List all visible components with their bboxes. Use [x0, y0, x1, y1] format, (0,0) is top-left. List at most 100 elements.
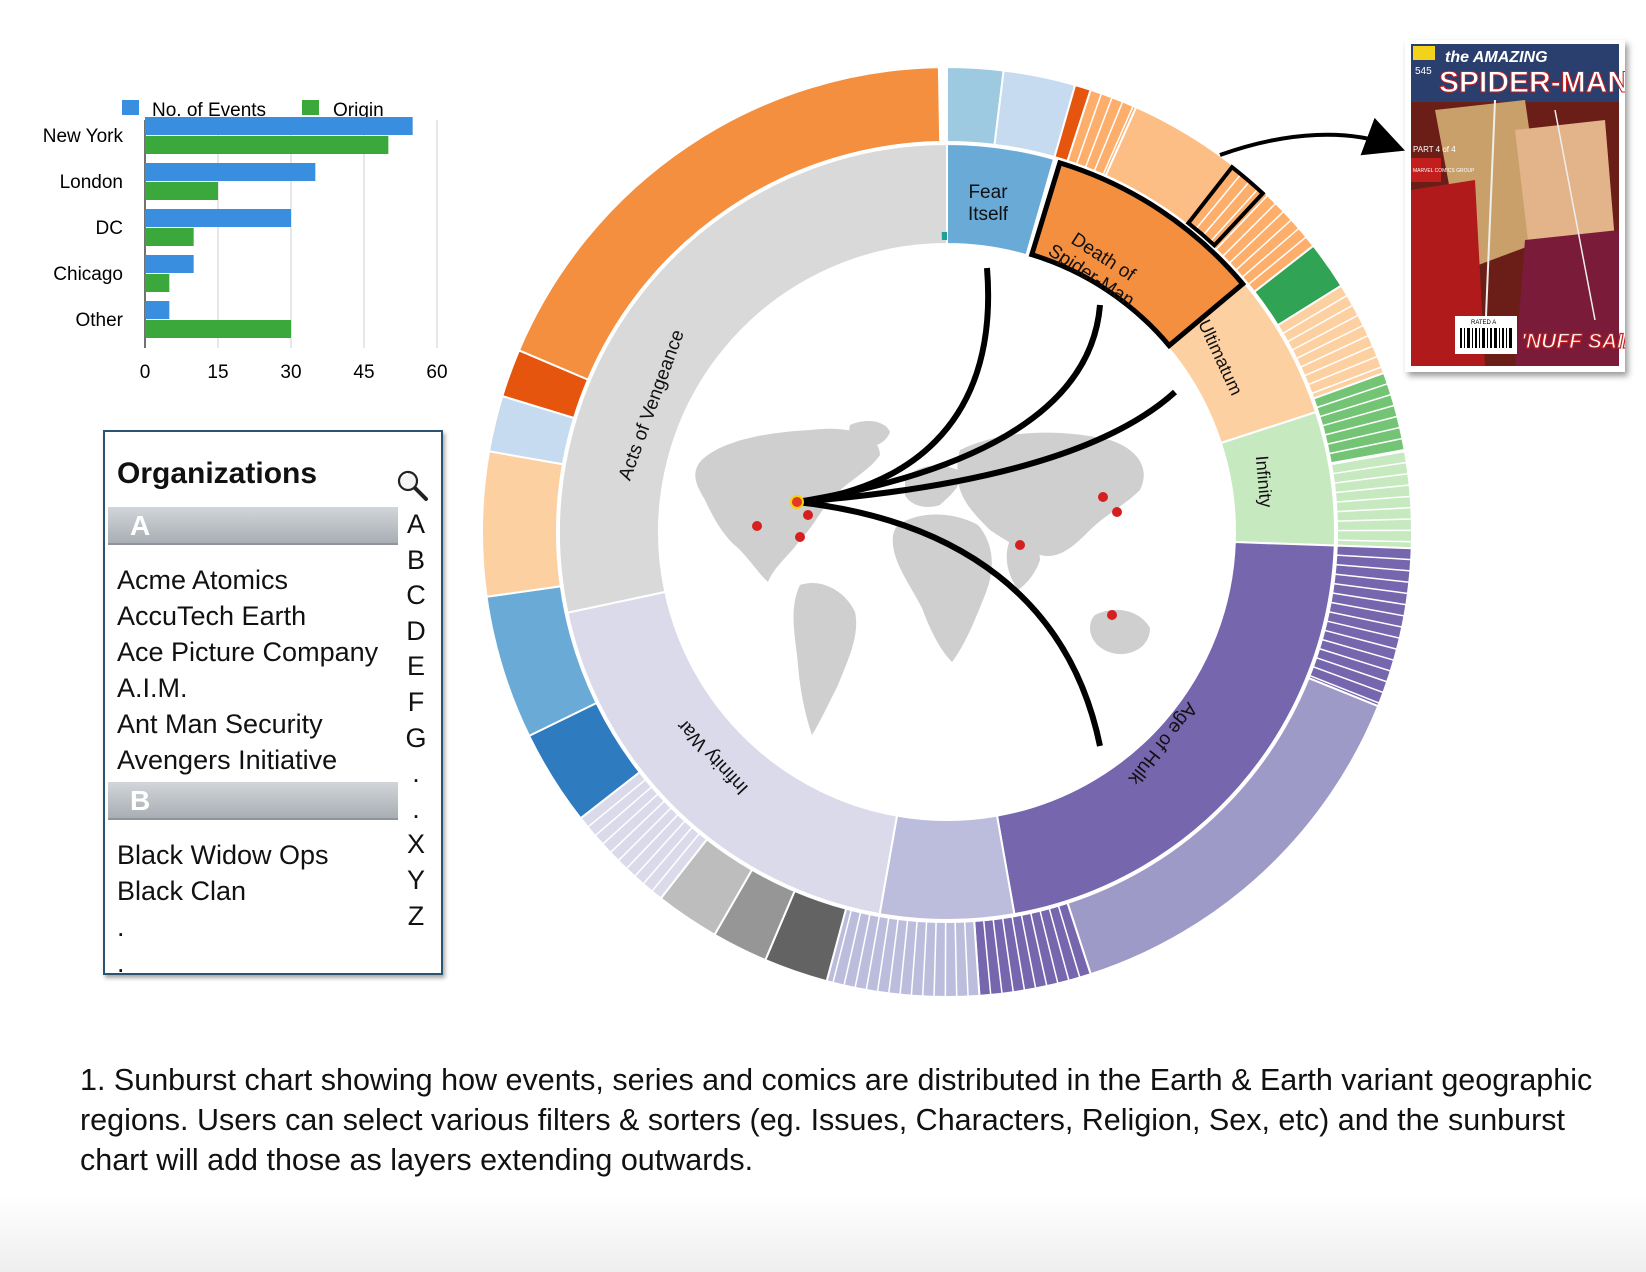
comic-cover-image[interactable]: the AMAZING SPIDER-MAN 545 PART 4 of 4 M…: [1405, 40, 1625, 372]
bar-category-label: DC: [96, 218, 123, 239]
comic-divider: [1328, 437, 1403, 455]
bar-events[interactable]: [145, 163, 316, 181]
comic-divider: [921, 921, 928, 997]
index-letter-c[interactable]: C: [406, 580, 426, 611]
comic-divider: [1311, 366, 1382, 395]
org-list-ellipsis: .: [117, 948, 125, 978]
bar-origin[interactable]: [145, 228, 194, 246]
comic-divider: [1215, 194, 1269, 251]
comic-divider: [1336, 554, 1412, 561]
comic-divider: [1057, 905, 1081, 978]
location-dot[interactable]: [1015, 540, 1025, 550]
org-item[interactable]: Ant Man Security: [117, 709, 323, 739]
location-dot[interactable]: [803, 510, 813, 520]
bar-category-label: Other: [75, 310, 123, 331]
bar-events[interactable]: [145, 301, 170, 319]
africa-shape: [892, 514, 992, 662]
comic-divider: [1334, 484, 1410, 494]
sunburst-inner-ring: [558, 142, 1336, 921]
sunburst-event-arc[interactable]: [946, 142, 1056, 257]
comic-divider: [1307, 355, 1378, 386]
sunburst-outer-ring: [480, 65, 1414, 998]
comic-divider: [1084, 97, 1113, 168]
selected-comic-outline[interactable]: [1185, 164, 1266, 249]
index-letter-e[interactable]: E: [406, 651, 425, 682]
comic-divider: [1336, 506, 1412, 513]
org-item[interactable]: Black Clan: [117, 876, 247, 906]
comic-divider: [1102, 105, 1134, 175]
sunburst-series-arc[interactable]: [517, 66, 942, 381]
bar-origin[interactable]: [145, 182, 218, 200]
location-dot[interactable]: [1112, 507, 1122, 517]
comic-divider: [602, 793, 659, 845]
link-death-of-spider-man: [796, 304, 1103, 505]
org-item[interactable]: Black Widow Ops: [117, 840, 329, 870]
comic-divider: [910, 920, 918, 996]
comic-divider: [1241, 227, 1300, 278]
legend-swatch-events: [122, 100, 139, 115]
bar-events[interactable]: [145, 209, 291, 227]
magnifier-icon[interactable]: [395, 468, 429, 502]
comic-divider: [594, 786, 653, 837]
bar-tick-label: 30: [280, 362, 301, 383]
location-dot[interactable]: [1107, 610, 1117, 620]
north-america-shape: [695, 428, 880, 582]
index-letter-g[interactable]: G: [405, 722, 427, 753]
barcode-icon: [1460, 328, 1512, 348]
bar-origin[interactable]: [145, 320, 291, 338]
index-letter-a[interactable]: A: [406, 509, 425, 539]
selected-event-outline: [1028, 159, 1247, 350]
sunburst-event-arc[interactable]: [878, 814, 1016, 921]
location-dot[interactable]: [1098, 492, 1108, 502]
org-item[interactable]: Acme Atomics: [117, 565, 289, 595]
index-letter-x[interactable]: X: [406, 829, 425, 860]
org-item[interactable]: AccuTech Earth: [117, 601, 307, 631]
org-list-ellipsis: .: [117, 912, 125, 942]
index-letter-z[interactable]: Z: [407, 900, 425, 931]
comic-divider: [1326, 426, 1401, 445]
comic-divider: [1336, 539, 1412, 543]
comic-divider: [843, 912, 862, 986]
bar-events[interactable]: [145, 117, 413, 135]
index-letter-b[interactable]: B: [406, 544, 425, 575]
comic-part: PART 4 of 4: [1413, 145, 1456, 154]
comic-divider: [1335, 495, 1411, 503]
sunburst-segment-label: Infinity: [1252, 455, 1276, 509]
org-item[interactable]: Ace Picture Company: [117, 637, 379, 667]
bar-events[interactable]: [145, 255, 194, 273]
comic-divider: [899, 919, 909, 995]
comic-divider: [1315, 656, 1388, 683]
bar-tick-label: 15: [207, 362, 228, 383]
bar-origin[interactable]: [145, 136, 389, 154]
comic-divider: [1322, 404, 1395, 427]
organizations-title: Organizations: [117, 457, 318, 490]
org-list-b: Black Widow Ops Black Clan . .: [117, 837, 329, 981]
event-links: [796, 267, 1178, 747]
alphabet-index: A B C D E F G . . X Y Z: [401, 507, 431, 934]
comic-divider: [982, 920, 992, 996]
location-dot[interactable]: [795, 532, 805, 542]
org-item[interactable]: Avengers Initiative: [117, 745, 338, 775]
comic-divider: [1335, 563, 1411, 572]
section-header-b[interactable]: B: [108, 782, 398, 820]
section-header-a[interactable]: A: [108, 507, 398, 545]
australia-shape: [1090, 609, 1150, 655]
sunburst-event-arc[interactable]: [995, 541, 1336, 916]
index-letter-y[interactable]: Y: [406, 864, 425, 895]
index-letter-f[interactable]: F: [407, 686, 425, 717]
link-ultimatum: [796, 389, 1178, 505]
comic-divider: [1316, 382, 1388, 409]
sunburst-event-arc[interactable]: [558, 142, 948, 614]
index-letter-d[interactable]: D: [406, 615, 426, 646]
comic-divider: [1336, 518, 1412, 522]
org-item[interactable]: A.I.M.: [117, 673, 188, 703]
comic-divider: [1328, 611, 1403, 628]
sunburst-series-arc[interactable]: [480, 450, 565, 598]
comic-top-title: the AMAZING: [1445, 49, 1548, 66]
comic-divider: [854, 914, 871, 988]
comic-divider: [1039, 910, 1059, 984]
location-dot[interactable]: [752, 521, 762, 531]
bar-origin[interactable]: [145, 274, 170, 292]
comic-divider: [1295, 324, 1364, 360]
